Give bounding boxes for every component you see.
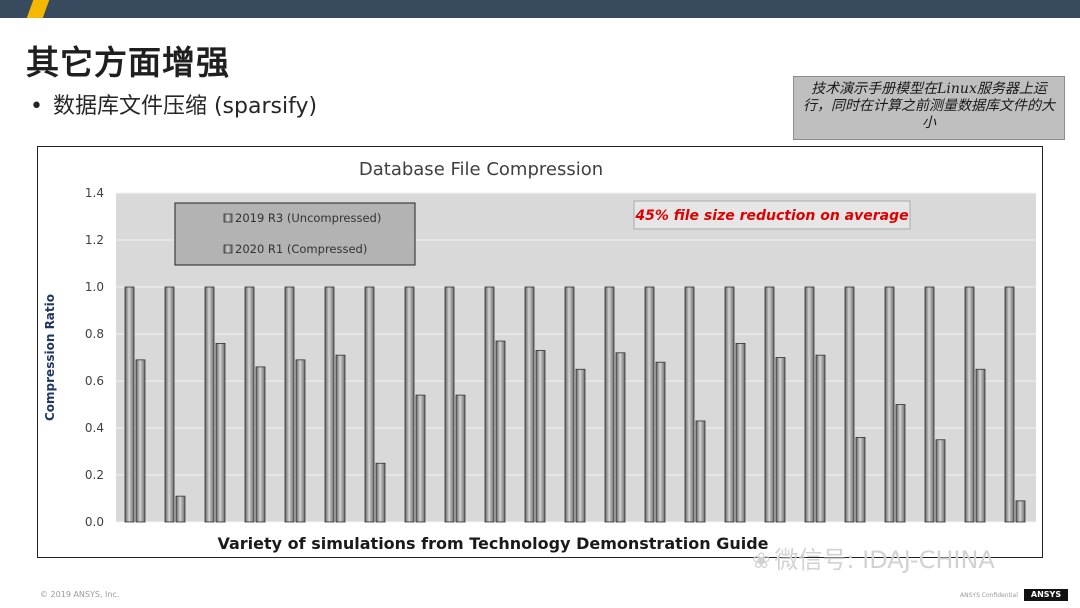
bar-compressed	[935, 439, 946, 523]
y-tick-label: 1.4	[85, 186, 104, 200]
y-axis-label: Compression Ratio	[43, 294, 57, 421]
bar-compressed	[175, 495, 186, 523]
bar-uncompressed	[364, 286, 375, 523]
y-tick-label: 0.4	[85, 421, 104, 435]
annotation-text: 45% file size reduction on average	[634, 208, 908, 224]
bar-compressed	[655, 361, 666, 523]
bar-uncompressed	[524, 286, 535, 523]
chart-container: 0.0 0.2 0.4 0.6 0.8 1.0 1.2 1.4 Database File Co…	[37, 146, 1043, 558]
bullet-item: • 数据库文件压缩 (sparsify)	[30, 88, 317, 120]
bar-compressed	[735, 342, 746, 523]
bar-uncompressed	[404, 286, 415, 523]
ansys-logo: ANSYS	[1024, 589, 1068, 601]
bar-compressed	[135, 359, 146, 523]
bar-uncompressed	[604, 286, 615, 523]
bar-uncompressed	[284, 286, 295, 523]
bar-compressed	[815, 354, 826, 523]
bar-uncompressed	[324, 286, 335, 523]
bar-uncompressed	[164, 286, 175, 523]
bullet-dot-icon: •	[30, 94, 43, 119]
legend-swatch	[223, 244, 233, 254]
x-axis-label: Variety of simulations from Technology D…	[217, 534, 768, 553]
bar-compressed	[1015, 500, 1026, 523]
top-banner	[0, 0, 1080, 18]
bullet-text: 数据库文件压缩 (sparsify)	[52, 94, 318, 119]
y-tick-label: 1.2	[85, 233, 104, 247]
bar-compressed	[455, 394, 466, 523]
bar-compressed	[775, 357, 786, 523]
bar-compressed	[295, 359, 306, 523]
bar-compressed	[575, 368, 586, 523]
bar-uncompressed	[804, 286, 815, 523]
bar-compressed	[335, 354, 346, 523]
footer-confidential: ANSYS Confidential	[960, 592, 1018, 599]
y-tick-label: 0.6	[85, 374, 104, 388]
watermark: ❀ 微信号: IDAJ-CHINA	[752, 540, 995, 575]
bar-compressed	[495, 340, 506, 523]
bar-uncompressed	[684, 286, 695, 523]
bar-compressed	[415, 394, 426, 523]
y-tick-label: 0.0	[85, 515, 104, 529]
bar-compressed	[975, 368, 986, 523]
bar-compressed	[375, 462, 386, 523]
legend-label: 2020 R1 (Compressed)	[235, 242, 367, 256]
bar-uncompressed	[244, 286, 255, 523]
bar-uncompressed	[564, 286, 575, 523]
bar-uncompressed	[204, 286, 215, 523]
bar-uncompressed	[884, 286, 895, 523]
bar-uncompressed	[644, 286, 655, 523]
bar-uncompressed	[844, 286, 855, 523]
bar-compressed	[535, 350, 546, 523]
bar-uncompressed	[764, 286, 775, 523]
legend-label: 2019 R3 (Uncompressed)	[235, 211, 381, 225]
legend-swatch	[223, 213, 233, 223]
wechat-icon: ❀	[752, 549, 771, 574]
bar-compressed	[855, 436, 866, 523]
bar-uncompressed	[444, 286, 455, 523]
y-tick-label: 0.2	[85, 468, 104, 482]
bar-compressed	[695, 420, 706, 523]
bar-uncompressed	[1004, 286, 1015, 523]
y-tick-label: 1.0	[85, 280, 104, 294]
bar-uncompressed	[124, 286, 135, 523]
bar-uncompressed	[724, 286, 735, 523]
bar-uncompressed	[484, 286, 495, 523]
chart-title: Database File Compression	[359, 159, 603, 180]
bar-chart: 0.0 0.2 0.4 0.6 0.8 1.0 1.2 1.4 Database File Co…	[43, 159, 1036, 553]
bar-compressed	[895, 404, 906, 523]
annotation-box	[633, 200, 911, 230]
slide-title: 其它方面增强	[26, 43, 230, 82]
footer-copyright: © 2019 ANSYS, Inc.	[40, 590, 120, 599]
watermark-text: 微信号: IDAJ-CHINA	[774, 546, 995, 574]
note-box: 技术演示手册模型在Linux服务器上运行，同时在计算之前测量数据库文件的大小	[793, 76, 1065, 140]
bar-compressed	[255, 366, 266, 523]
legend-box	[174, 202, 416, 266]
y-tick-label: 0.8	[85, 327, 104, 341]
brand-accent-stripe	[26, 0, 50, 18]
bar-compressed	[215, 342, 226, 523]
bar-uncompressed	[964, 286, 975, 523]
bar-compressed	[615, 352, 626, 523]
bar-uncompressed	[924, 286, 935, 523]
